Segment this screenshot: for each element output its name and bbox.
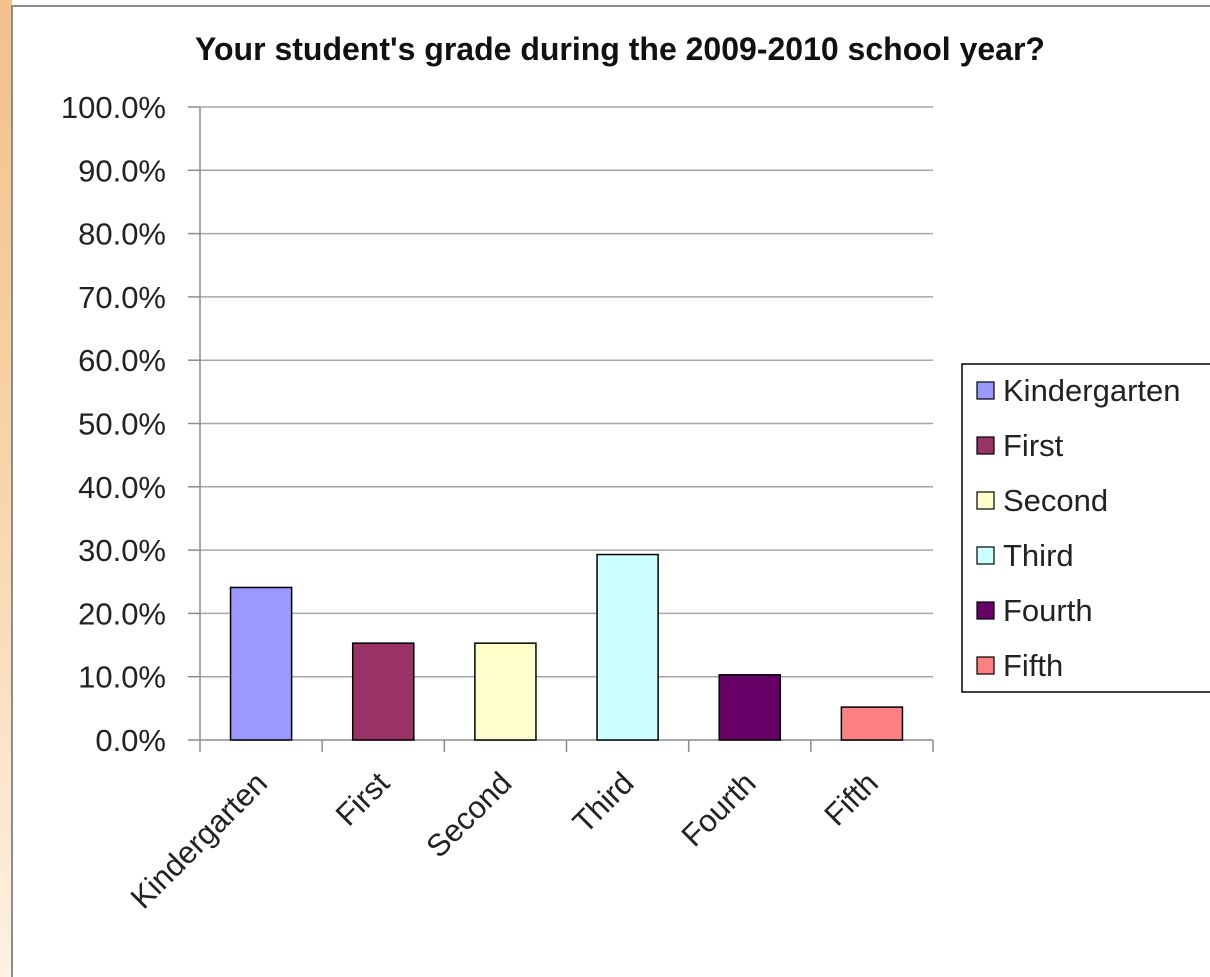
bar-first xyxy=(351,642,415,741)
legend-swatch xyxy=(976,601,995,620)
y-tick-label: 40.0% xyxy=(78,470,166,505)
gridlines xyxy=(200,106,933,678)
legend-label: Kindergarten xyxy=(1003,373,1181,408)
y-tick-label: 100.0% xyxy=(61,90,166,125)
legend: Kindergarten First Second Third Fourth Fifth xyxy=(961,363,1210,693)
y-tick-labels: 0.0% 10.0% 20.0% 30.0% 40.0% 50.0% 60.0% 70.0% 8… xyxy=(61,90,166,758)
y-tick-label: 10.0% xyxy=(78,660,166,695)
axes xyxy=(188,106,934,752)
legend-label: Second xyxy=(1003,483,1108,518)
bar-fourth xyxy=(718,674,782,741)
legend-swatch xyxy=(976,491,995,510)
y-tick-label: 0.0% xyxy=(95,723,166,758)
y-tick-label: 70.0% xyxy=(78,280,166,315)
bar-third xyxy=(596,553,659,741)
legend-swatch xyxy=(976,436,995,455)
legend-label: First xyxy=(1003,428,1064,463)
legend-swatch xyxy=(976,656,995,675)
bars xyxy=(229,553,904,741)
bar-fifth xyxy=(840,706,904,741)
y-tick-label: 90.0% xyxy=(78,153,166,188)
y-tick-label: 80.0% xyxy=(78,217,166,252)
y-tick-label: 50.0% xyxy=(78,407,166,442)
y-tick-label: 20.0% xyxy=(78,596,166,631)
chart-title: Your student's grade during the 2009-201… xyxy=(195,31,1045,67)
legend-label: Fifth xyxy=(1003,648,1063,683)
y-tick-label: 60.0% xyxy=(78,343,166,378)
legend-label: Fourth xyxy=(1003,593,1093,628)
side-strip xyxy=(0,0,12,977)
legend-swatch xyxy=(976,546,995,565)
bar-second xyxy=(474,642,537,741)
legend-swatch xyxy=(976,381,995,400)
y-tick-label: 30.0% xyxy=(78,533,166,568)
bar-kindergarten xyxy=(229,586,293,741)
legend-box xyxy=(961,363,1210,693)
legend-label: Third xyxy=(1003,538,1074,573)
